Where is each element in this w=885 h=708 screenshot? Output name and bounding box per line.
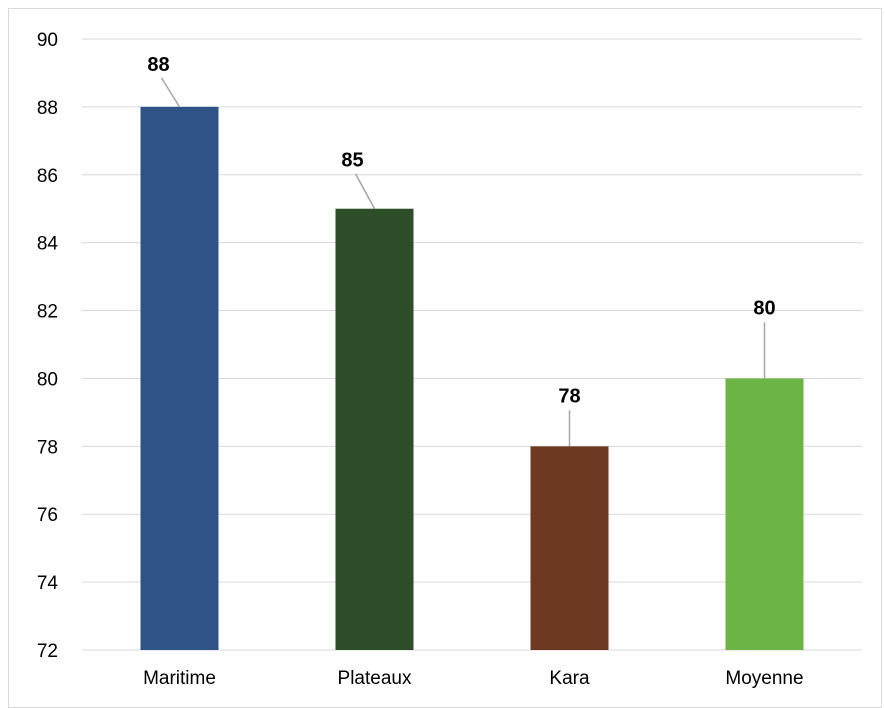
y-tick-label: 72 — [37, 641, 58, 662]
y-tick-label: 82 — [37, 302, 58, 323]
x-tick-label: Maritime — [143, 668, 216, 689]
data-label-leaders — [160, 77, 766, 447]
y-tick-label: 90 — [37, 30, 58, 51]
y-tick-label: 86 — [37, 166, 58, 187]
bar — [725, 378, 804, 650]
bar — [335, 208, 414, 650]
y-tick-label: 88 — [37, 98, 58, 119]
bars — [140, 106, 804, 650]
x-tick-label: Kara — [549, 668, 590, 689]
data-label: 88 — [147, 54, 169, 76]
data-label: 80 — [753, 297, 775, 319]
y-tick-label: 80 — [37, 369, 58, 390]
data-label: 78 — [558, 385, 580, 407]
x-tick-label: Plateaux — [338, 668, 412, 689]
y-tick-label: 84 — [37, 234, 59, 255]
data-label: 85 — [341, 150, 363, 172]
y-tick-label: 74 — [37, 573, 59, 594]
labels: 72 74 76 78 80 82 84 86 88 90 Maritime 88 Plateaux 85… — [37, 30, 804, 689]
bar — [530, 446, 609, 650]
y-tick-label: 76 — [37, 505, 58, 526]
y-tick-label: 78 — [37, 437, 58, 458]
data-label-leader — [160, 77, 181, 108]
bar — [140, 106, 219, 650]
x-tick-label: Moyenne — [725, 668, 803, 689]
data-label-leader — [354, 173, 376, 210]
